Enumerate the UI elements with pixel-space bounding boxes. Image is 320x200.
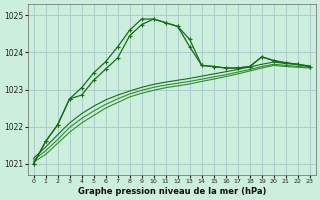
X-axis label: Graphe pression niveau de la mer (hPa): Graphe pression niveau de la mer (hPa) bbox=[77, 187, 266, 196]
